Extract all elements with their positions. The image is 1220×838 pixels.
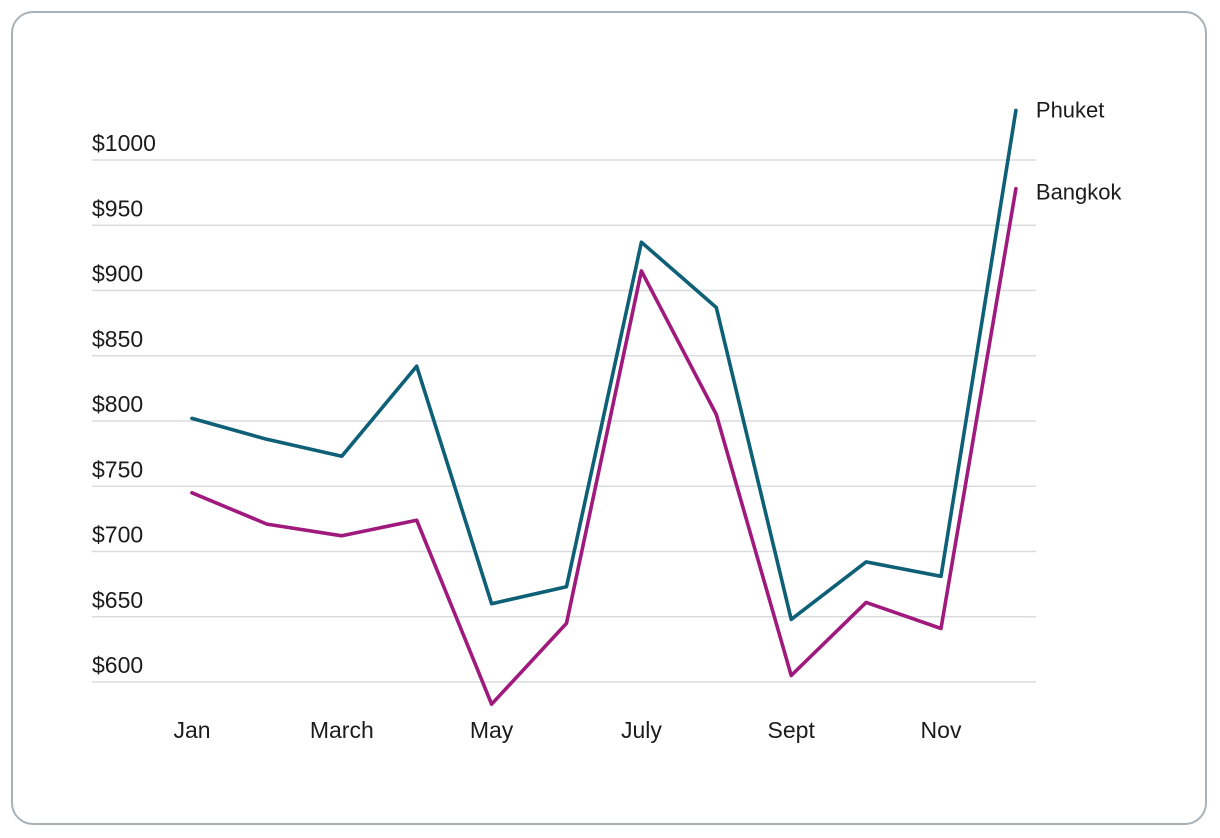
y-tick-label: $600: [92, 652, 143, 678]
series-line-bangkok: [190, 186, 1018, 707]
series-end-labels: Phuket Bangkok: [1036, 97, 1123, 204]
x-tick-label: Sept: [768, 717, 816, 743]
x-tick-label: March: [310, 717, 374, 743]
y-tick-label: $900: [92, 261, 143, 287]
x-tick-label: Nov: [921, 717, 962, 743]
y-tick-label: $800: [92, 391, 143, 417]
y-tick-label: $700: [92, 522, 143, 548]
series-label-bangkok: Bangkok: [1036, 180, 1123, 205]
series-line-phuket: [190, 108, 1018, 622]
y-tick-label: $850: [92, 326, 143, 352]
x-tick-label: July: [621, 717, 662, 743]
y-tick-label: $750: [92, 456, 143, 482]
x-axis-tick-labels: Jan March May July Sept Nov: [173, 717, 961, 743]
y-tick-label: $1000: [92, 130, 156, 156]
y-axis-tick-labels: $600 $650 $700 $750 $800 $850 $900 $950 $1000: [92, 130, 156, 678]
series-label-phuket: Phuket: [1036, 97, 1105, 122]
x-tick-label: May: [470, 717, 514, 743]
y-tick-label: $650: [92, 587, 143, 613]
gridlines: [92, 159, 1036, 683]
series-lines: [190, 108, 1018, 707]
y-tick-label: $950: [92, 195, 143, 221]
x-tick-label: Jan: [173, 717, 210, 743]
